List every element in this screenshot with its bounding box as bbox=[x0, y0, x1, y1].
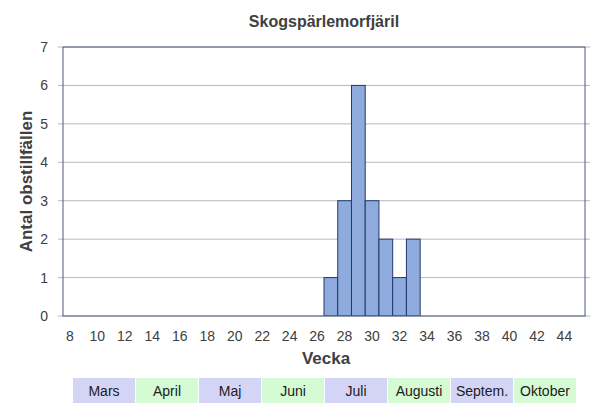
y-tick-right bbox=[585, 47, 590, 48]
month-label: Septem. bbox=[456, 383, 508, 399]
month-label: Oktober bbox=[520, 383, 570, 399]
x-axis-label: Vecka bbox=[302, 349, 351, 368]
y-tick bbox=[58, 200, 63, 201]
x-tick-label: 32 bbox=[392, 328, 408, 344]
grid-line bbox=[63, 123, 585, 124]
month-band bbox=[451, 378, 513, 403]
x-tick-label: 26 bbox=[309, 328, 325, 344]
y-tick-right bbox=[585, 316, 590, 317]
x-tick-label: 10 bbox=[90, 328, 106, 344]
month-band bbox=[73, 378, 135, 403]
y-tick-right bbox=[585, 239, 590, 240]
x-tick-label: 38 bbox=[474, 328, 490, 344]
month-band bbox=[514, 378, 576, 403]
y-tick-label: 4 bbox=[40, 154, 48, 170]
y-tick bbox=[58, 277, 63, 278]
y-tick-label: 7 bbox=[40, 39, 48, 55]
month-label: Maj bbox=[219, 383, 242, 399]
y-tick-right bbox=[585, 162, 590, 163]
chart-container: Skogspärlemorfjäril012345678101214161820… bbox=[0, 0, 610, 409]
month-band bbox=[325, 378, 387, 403]
y-tick-label: 3 bbox=[40, 193, 48, 209]
month-label: April bbox=[153, 383, 181, 399]
bar bbox=[365, 201, 379, 316]
x-tick-label: 28 bbox=[337, 328, 353, 344]
bar bbox=[338, 201, 352, 316]
month-band bbox=[199, 378, 261, 403]
plot-background bbox=[63, 47, 585, 316]
x-tick-label: 12 bbox=[117, 328, 133, 344]
y-tick-label: 5 bbox=[40, 116, 48, 132]
y-tick bbox=[58, 47, 63, 48]
y-tick-right bbox=[585, 85, 590, 86]
x-tick-label: 22 bbox=[254, 328, 270, 344]
bar bbox=[393, 278, 407, 316]
plot-frame bbox=[63, 47, 585, 316]
x-tick-label: 42 bbox=[529, 328, 545, 344]
month-label: Augusti bbox=[396, 383, 443, 399]
grid-line bbox=[63, 200, 585, 201]
y-axis-label: Antal obstillfällen bbox=[17, 111, 36, 253]
chart-svg: Skogspärlemorfjäril012345678101214161820… bbox=[0, 0, 610, 409]
grid-line bbox=[63, 162, 585, 163]
month-label: Juli bbox=[345, 383, 366, 399]
grid-line bbox=[63, 239, 585, 240]
month-band bbox=[262, 378, 324, 403]
y-tick-label: 2 bbox=[40, 231, 48, 247]
x-tick-label: 44 bbox=[557, 328, 573, 344]
y-tick-label: 0 bbox=[40, 308, 48, 324]
month-label: Mars bbox=[88, 383, 119, 399]
y-tick bbox=[58, 123, 63, 124]
month-band bbox=[136, 378, 198, 403]
x-tick-label: 16 bbox=[172, 328, 188, 344]
bar bbox=[379, 239, 393, 316]
x-tick-label: 24 bbox=[282, 328, 298, 344]
y-tick-right bbox=[585, 277, 590, 278]
x-tick-label: 30 bbox=[364, 328, 380, 344]
x-tick-label: 34 bbox=[419, 328, 435, 344]
y-tick-label: 6 bbox=[40, 77, 48, 93]
month-band bbox=[388, 378, 450, 403]
x-tick-label: 40 bbox=[502, 328, 518, 344]
grid-line bbox=[63, 85, 585, 86]
bars bbox=[324, 85, 420, 316]
bar bbox=[406, 239, 420, 316]
y-tick bbox=[58, 85, 63, 86]
y-tick bbox=[58, 162, 63, 163]
bar bbox=[351, 85, 365, 316]
y-tick bbox=[58, 316, 63, 317]
y-tick-right bbox=[585, 123, 590, 124]
x-tick-label: 8 bbox=[66, 328, 74, 344]
y-tick-label: 1 bbox=[40, 270, 48, 286]
x-tick-label: 18 bbox=[199, 328, 215, 344]
x-tick-label: 36 bbox=[447, 328, 463, 344]
x-tick-label: 14 bbox=[145, 328, 161, 344]
month-label: Juni bbox=[280, 383, 306, 399]
title: Skogspärlemorfjäril bbox=[249, 13, 399, 30]
y-tick bbox=[58, 239, 63, 240]
y-tick-right bbox=[585, 200, 590, 201]
bar bbox=[324, 278, 338, 316]
x-tick-label: 20 bbox=[227, 328, 243, 344]
